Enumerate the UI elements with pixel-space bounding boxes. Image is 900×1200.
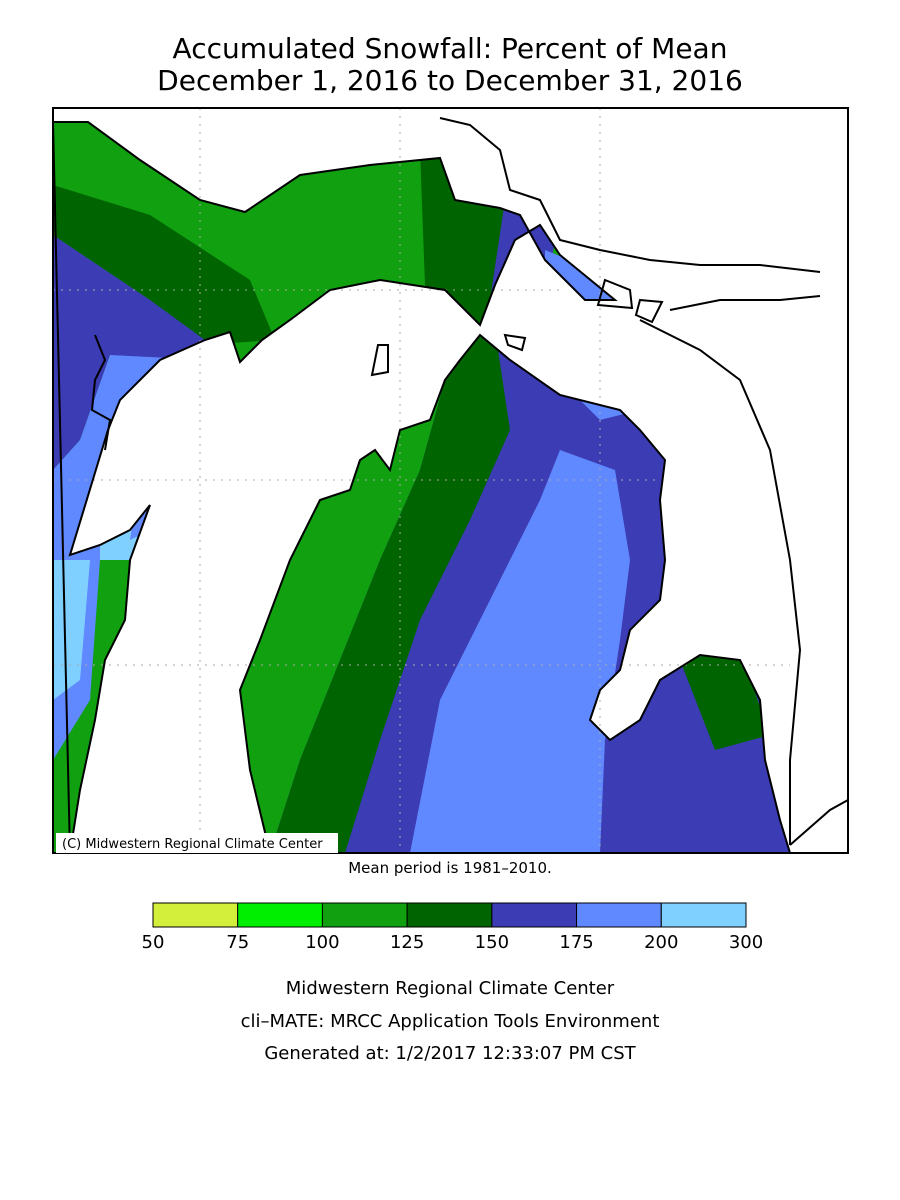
island	[596, 278, 634, 310]
note: Mean period is 1981–2010.	[348, 859, 552, 877]
legend-swatch	[660, 902, 747, 928]
title-line: Accumulated Snowfall: Percent of Mean	[173, 32, 728, 65]
footer-line: cli–MATE: MRCC Application Tools Environ…	[241, 1011, 660, 1032]
map-credit: (C) Midwestern Regional Climate Center	[62, 837, 323, 852]
legend-label: 50	[142, 932, 165, 953]
legend-swatch	[491, 902, 578, 928]
region	[53, 355, 210, 760]
footer-line: Generated at: 1/2/2017 12:33:07 PM CST	[264, 1043, 636, 1064]
region	[270, 335, 510, 853]
legend-swatch	[237, 902, 323, 928]
footer-line: Midwestern Regional Climate Center	[286, 978, 615, 999]
legend-label: 150	[475, 932, 509, 953]
credit-box	[56, 833, 338, 853]
legend-swatch	[152, 902, 239, 928]
legend-label: 100	[305, 932, 339, 953]
legend-swatch	[321, 902, 408, 928]
coastline	[238, 333, 792, 854]
shoreline	[439, 117, 849, 846]
border	[90, 334, 112, 451]
legend: 50 75 100 125 150 175 200 300	[142, 902, 763, 953]
island	[503, 333, 527, 352]
island	[634, 298, 664, 324]
region	[410, 450, 630, 853]
island	[370, 344, 389, 377]
region	[53, 235, 205, 470]
title-line: December 1, 2016 to December 31, 2016	[157, 64, 743, 97]
legend-swatch	[576, 902, 662, 928]
legend-label: 125	[390, 932, 424, 953]
coastlines	[51, 117, 849, 854]
region	[53, 185, 275, 345]
legend-label: 200	[644, 932, 678, 953]
coastline	[51, 121, 618, 854]
legend-label: 75	[226, 932, 249, 953]
map: (C) Midwestern Regional Climate Center	[51, 107, 849, 854]
map-frame	[52, 107, 849, 854]
legend-label: 300	[729, 932, 763, 953]
legend-swatch	[406, 902, 493, 928]
grid	[53, 108, 790, 853]
legend-label: 175	[559, 932, 593, 953]
